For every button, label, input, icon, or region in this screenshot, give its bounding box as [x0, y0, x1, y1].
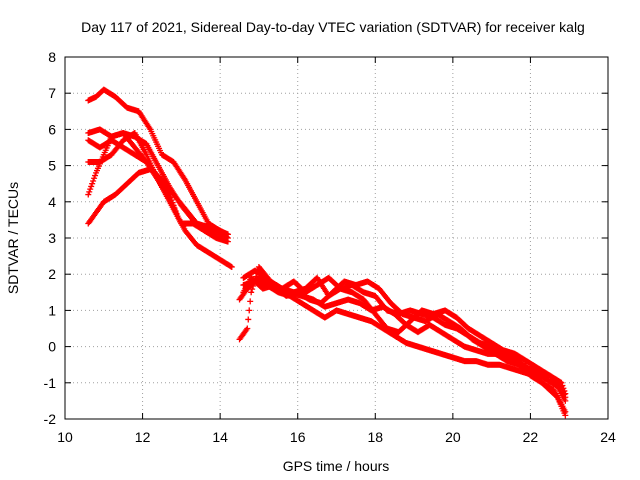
y-tick-label: 4 — [48, 194, 56, 210]
x-tick-label: 24 — [600, 429, 616, 445]
y-tick-label: 2 — [48, 266, 56, 282]
data-point — [86, 188, 93, 195]
data-point — [91, 175, 98, 182]
data-point — [88, 183, 95, 190]
data-point — [224, 238, 231, 245]
y-tick-label: 1 — [48, 302, 56, 318]
data-point — [559, 382, 566, 389]
data-point — [562, 412, 569, 419]
y-tick-label: 3 — [48, 230, 56, 246]
data-point — [90, 177, 97, 184]
series-track-6 — [85, 166, 231, 238]
y-tick-label: -1 — [44, 375, 57, 391]
x-tick-label: 20 — [445, 429, 461, 445]
data-point — [89, 180, 96, 187]
data-point — [245, 316, 252, 323]
x-tick-label: 22 — [523, 429, 539, 445]
x-tick-label: 16 — [290, 429, 306, 445]
x-tick-label: 18 — [367, 429, 383, 445]
data-point — [246, 307, 253, 314]
data-point — [248, 289, 255, 296]
series-track-11 — [240, 267, 569, 404]
data-point — [178, 220, 185, 227]
x-tick-label: 10 — [57, 429, 73, 445]
data-point — [247, 298, 254, 305]
y-tick-label: 0 — [48, 339, 56, 355]
data-point — [553, 393, 560, 400]
y-tick-label: 6 — [48, 121, 56, 137]
data-point — [562, 397, 569, 404]
series-track-1 — [85, 86, 231, 241]
x-axis-label: GPS time / hours — [283, 458, 390, 474]
data-point — [92, 172, 99, 179]
data-point — [228, 263, 235, 270]
y-tick-label: 8 — [48, 49, 56, 65]
data-point — [561, 387, 568, 394]
x-tick-label: 12 — [135, 429, 151, 445]
chart-title: Day 117 of 2021, Sidereal Day-to-day VTE… — [81, 19, 585, 35]
data-point — [244, 325, 251, 332]
data-points — [85, 86, 569, 419]
y-tick-label: 7 — [48, 85, 56, 101]
data-point — [87, 186, 94, 193]
x-tick-label: 14 — [212, 429, 228, 445]
series-track-9 — [240, 278, 569, 419]
y-tick-label: -2 — [44, 411, 57, 427]
y-tick-label: 5 — [48, 158, 56, 174]
data-point — [558, 379, 565, 386]
data-point — [85, 191, 92, 198]
data-point — [224, 231, 231, 238]
plot-frame — [64, 56, 609, 420]
y-axis-label: SDTVAR / TECUs — [5, 182, 21, 294]
